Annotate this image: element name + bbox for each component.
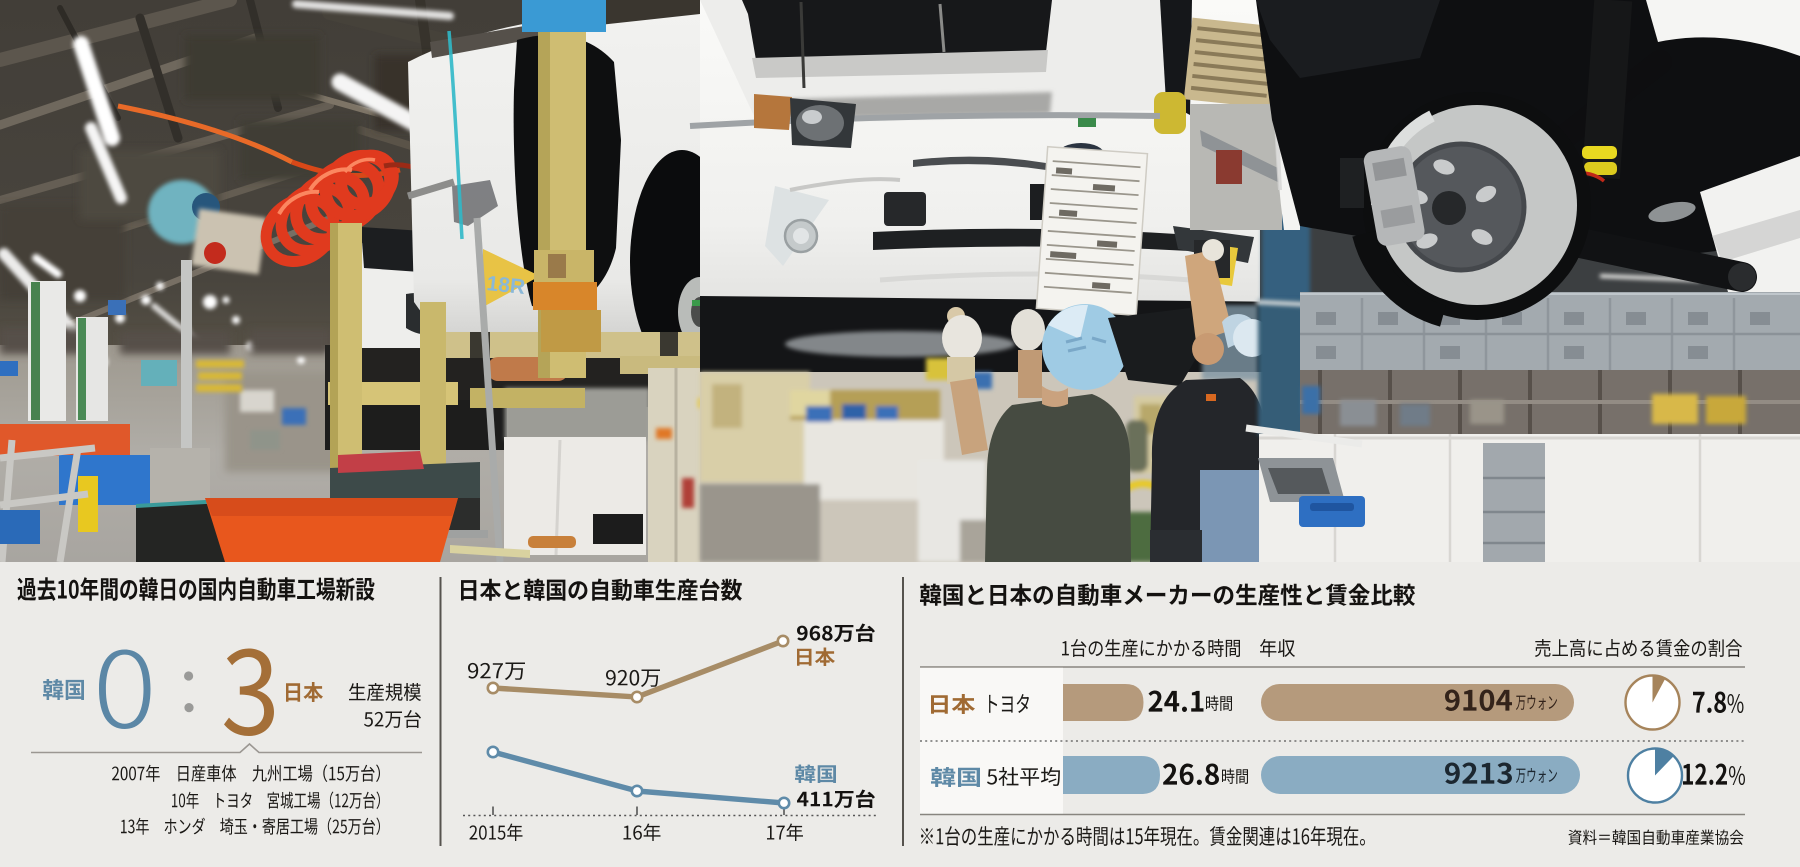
svg-text:18R: 18R (485, 272, 526, 299)
